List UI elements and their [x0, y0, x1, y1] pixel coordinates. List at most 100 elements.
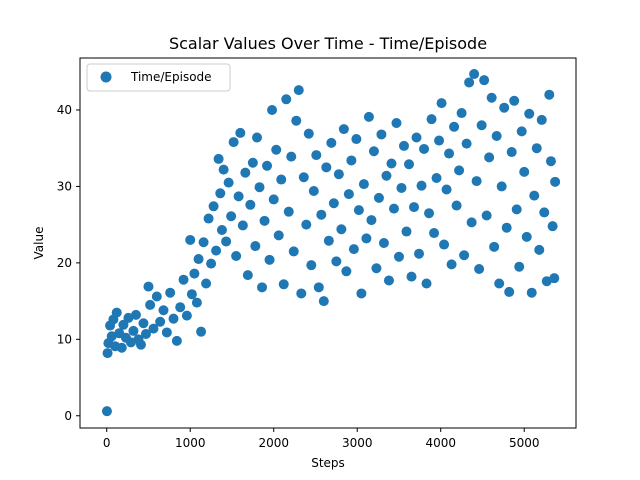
- legend-label: Time/Episode: [130, 70, 212, 84]
- data-point: [521, 231, 532, 242]
- data-point: [189, 268, 200, 279]
- data-point: [419, 143, 430, 154]
- data-point: [536, 114, 547, 125]
- data-point: [240, 167, 251, 178]
- data-point: [273, 230, 284, 241]
- data-point: [343, 189, 354, 200]
- data-point: [148, 323, 159, 334]
- data-point: [201, 278, 212, 289]
- data-point: [366, 215, 377, 226]
- x-tick-label: 1000: [175, 436, 206, 450]
- data-point: [257, 282, 268, 293]
- data-point: [547, 221, 558, 232]
- data-point: [267, 104, 278, 115]
- data-point: [459, 250, 470, 261]
- legend-marker: [100, 71, 112, 83]
- data-point: [313, 282, 324, 293]
- data-point: [353, 205, 364, 216]
- data-point: [118, 319, 129, 330]
- data-point: [196, 326, 207, 337]
- data-point: [291, 115, 302, 126]
- data-point: [288, 246, 299, 257]
- data-point: [161, 327, 172, 338]
- data-point: [446, 259, 457, 270]
- data-point: [449, 121, 460, 132]
- data-point: [281, 94, 292, 105]
- data-point: [245, 199, 256, 210]
- data-point: [516, 126, 527, 137]
- x-tick-label: 5000: [509, 436, 540, 450]
- data-point: [116, 342, 127, 353]
- data-point: [461, 138, 472, 149]
- data-point: [381, 170, 392, 181]
- data-point: [165, 287, 176, 298]
- data-point: [308, 186, 319, 197]
- data-point: [348, 244, 359, 255]
- data-point: [123, 312, 134, 323]
- data-point: [237, 220, 248, 231]
- data-point: [186, 289, 197, 300]
- data-point: [346, 155, 357, 166]
- data-point: [444, 148, 455, 159]
- data-point: [276, 174, 287, 185]
- data-point: [396, 182, 407, 193]
- x-axis-label: Steps: [311, 456, 345, 470]
- data-point: [171, 335, 182, 346]
- data-point: [155, 316, 166, 327]
- legend-box: [86, 63, 231, 92]
- data-point: [401, 226, 412, 237]
- data-point: [283, 206, 294, 217]
- plot-frame: [79, 57, 577, 429]
- data-point: [286, 151, 297, 162]
- data-point: [484, 152, 495, 163]
- data-point: [550, 176, 561, 187]
- data-point: [254, 182, 265, 193]
- data-point: [311, 150, 322, 161]
- data-point: [494, 278, 505, 289]
- data-point: [406, 271, 417, 282]
- x-tick-label: 0: [103, 436, 111, 450]
- data-point: [373, 192, 384, 203]
- data-point: [298, 172, 309, 183]
- data-point: [135, 339, 146, 350]
- data-point: [278, 279, 289, 290]
- data-point: [216, 225, 227, 235]
- y-axis: 0 10 20 30 40: [57, 103, 80, 423]
- data-point: [519, 166, 530, 177]
- data-point: [331, 256, 342, 267]
- x-tick-label: 3000: [342, 436, 373, 450]
- data-point: [386, 158, 397, 169]
- data-point: [215, 188, 226, 199]
- data-point: [388, 203, 399, 214]
- data-point: [338, 124, 349, 135]
- data-point: [496, 181, 507, 192]
- data-point: [368, 146, 379, 157]
- data-point: [218, 164, 229, 175]
- data-point: [125, 337, 136, 348]
- data-point: [262, 160, 273, 171]
- y-tick-label: 10: [57, 332, 72, 346]
- data-point: [544, 89, 555, 100]
- data-point: [474, 263, 485, 274]
- data-point: [193, 254, 204, 265]
- data-point: [250, 241, 261, 252]
- data-point: [231, 251, 242, 261]
- data-point: [178, 274, 189, 285]
- data-point: [151, 291, 162, 302]
- data-point: [356, 288, 367, 299]
- data-point: [363, 111, 374, 122]
- data-point: [185, 234, 196, 245]
- data-point: [271, 144, 282, 155]
- data-point: [247, 157, 258, 168]
- chart-points: [101, 69, 561, 417]
- data-point: [501, 222, 512, 233]
- data-point: [233, 191, 244, 202]
- data-point: [326, 137, 337, 148]
- data-point: [318, 296, 329, 307]
- data-point: [145, 299, 156, 310]
- data-point: [479, 75, 490, 86]
- data-point: [506, 147, 517, 158]
- data-point: [211, 245, 222, 256]
- data-point: [321, 162, 332, 173]
- data-point: [111, 307, 122, 318]
